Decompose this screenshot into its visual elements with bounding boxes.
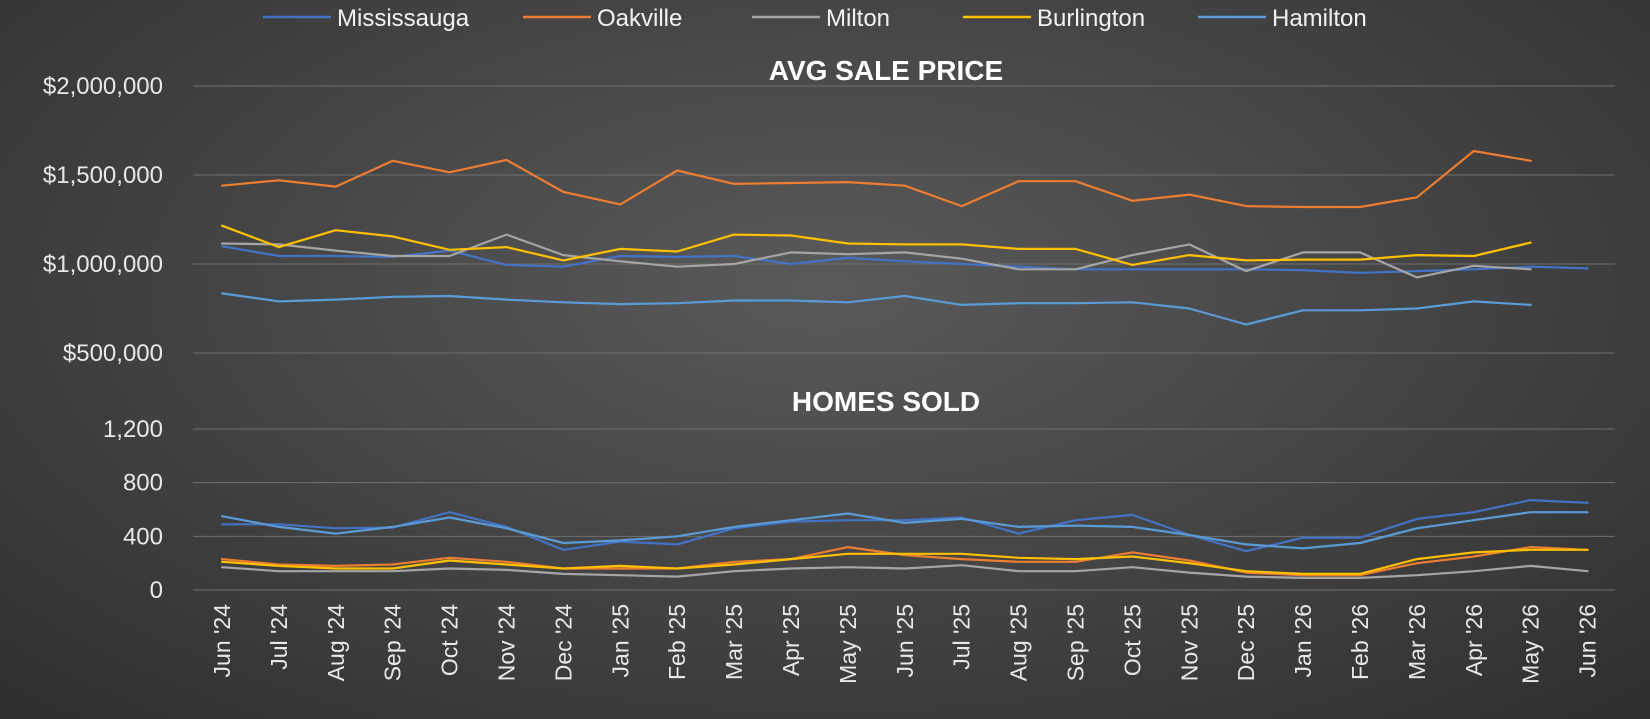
x-tick-label: May '26 bbox=[1518, 604, 1544, 684]
legend-label-milton: Milton bbox=[826, 5, 890, 32]
x-tick-label: Nov '25 bbox=[1176, 604, 1202, 681]
y-axis-ticks: $500,000 $1,000,000 $1,500,000 $2,000,000 0 4… bbox=[43, 73, 163, 604]
x-tick-label: Jul '25 bbox=[949, 604, 975, 670]
price-y-tick-label: $500,000 bbox=[63, 340, 163, 367]
legend-label-hamilton: Hamilton bbox=[1272, 5, 1367, 32]
series-lines bbox=[220, 149, 1589, 580]
x-tick-label: Jan '26 bbox=[1290, 604, 1316, 677]
x-tick-label: Aug '24 bbox=[323, 604, 349, 681]
x-tick-label: Apr '26 bbox=[1461, 604, 1487, 676]
sold-chart-title: HOMES SOLD bbox=[792, 386, 980, 417]
x-tick-label: Sep '25 bbox=[1063, 604, 1089, 681]
x-tick-label: Jan '25 bbox=[607, 604, 633, 677]
price-y-tick-label: $1,500,000 bbox=[43, 162, 163, 189]
x-tick-label: Dec '25 bbox=[1233, 604, 1259, 681]
sold-y-tick-label: 1,200 bbox=[103, 416, 163, 443]
price-series-mississauga bbox=[220, 245, 1589, 274]
x-tick-label: Dec '24 bbox=[550, 604, 576, 681]
x-tick-label: Nov '24 bbox=[494, 604, 520, 681]
sold-series-milton bbox=[220, 564, 1589, 580]
sold-y-tick-label: 400 bbox=[123, 523, 163, 550]
x-tick-label: Sep '24 bbox=[380, 604, 406, 681]
sold-y-tick-label: 800 bbox=[123, 470, 163, 497]
x-tick-label: Oct '25 bbox=[1119, 604, 1145, 676]
price-y-tick-label: $2,000,000 bbox=[43, 73, 163, 100]
price-series-oakville bbox=[220, 149, 1532, 209]
x-tick-label: Feb '26 bbox=[1347, 604, 1373, 680]
x-tick-label: Jun '25 bbox=[892, 604, 918, 677]
sold-y-tick-label: 0 bbox=[150, 577, 163, 604]
x-tick-label: Jun '24 bbox=[209, 604, 235, 678]
sold-series-mississauga bbox=[220, 499, 1589, 553]
x-tick-label: Mar '26 bbox=[1404, 604, 1430, 680]
x-tick-label: Apr '25 bbox=[778, 604, 804, 676]
x-tick-label: Aug '25 bbox=[1006, 604, 1032, 681]
sold-series-oakville bbox=[220, 545, 1589, 577]
sold-series-hamilton bbox=[220, 511, 1589, 550]
x-tick-label: May '25 bbox=[835, 604, 861, 684]
legend-label-oakville: Oakville bbox=[597, 5, 682, 32]
x-axis-ticks: Jun '24 Jul '24 Aug '24 Sep '24 Oct '24 Nov '… bbox=[209, 604, 1601, 684]
x-tick-label: Oct '24 bbox=[437, 604, 463, 676]
price-series-milton bbox=[220, 233, 1532, 279]
price-y-tick-label: $1,000,000 bbox=[43, 251, 163, 278]
chart-legend: Mississauga Oakville Milton Burlington Hamil… bbox=[263, 5, 1367, 32]
legend-label-mississauga: Mississauga bbox=[337, 5, 470, 32]
price-chart-title: AVG SALE PRICE bbox=[769, 55, 1003, 86]
gridlines bbox=[193, 85, 1615, 591]
x-tick-label: Jul '24 bbox=[266, 604, 292, 670]
sold-series-burlington bbox=[220, 548, 1589, 576]
price-series-burlington bbox=[220, 224, 1532, 266]
legend-label-burlington: Burlington bbox=[1037, 5, 1145, 32]
x-tick-label: Jun '26 bbox=[1575, 604, 1601, 677]
x-tick-label: Feb '25 bbox=[664, 604, 690, 680]
price-series-hamilton bbox=[220, 292, 1532, 326]
x-tick-label: Mar '25 bbox=[721, 604, 747, 680]
